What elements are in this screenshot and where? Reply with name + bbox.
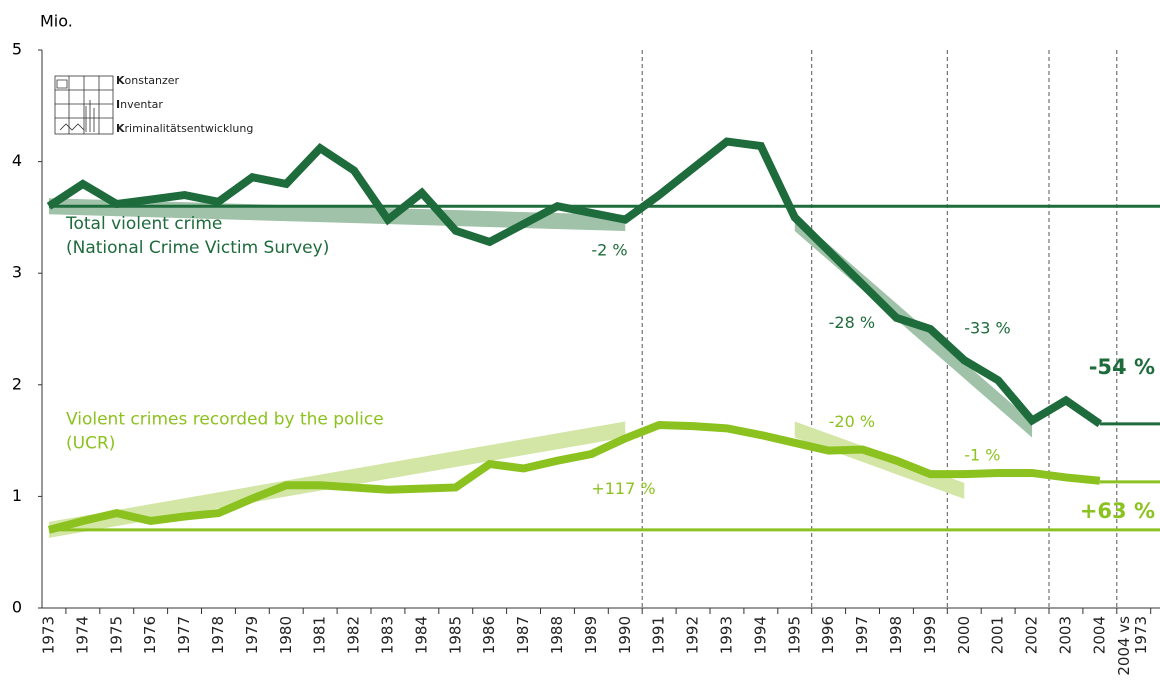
x-tick-label: 2004 vs 1973: [1114, 616, 1150, 676]
total-change: +63 %: [1080, 499, 1155, 523]
total-change: -54 %: [1089, 355, 1155, 379]
x-tick-label: 1994: [751, 616, 769, 654]
x-tick-label: 1980: [277, 616, 295, 654]
y-tick-label: 0: [12, 598, 22, 617]
x-tick-label: 2003: [1056, 616, 1074, 654]
x-tick-label: 1976: [141, 616, 159, 654]
x-tick-label: 2004: [1090, 616, 1108, 654]
y-tick-label: 4: [12, 151, 22, 170]
x-tick-label: 1979: [243, 616, 261, 654]
x-tick-label: 1977: [175, 616, 193, 654]
series-label: (UCR): [66, 433, 115, 453]
trend-band: [48, 421, 626, 538]
x-tick-label: 1998: [887, 616, 905, 654]
x-tick-label: 2001: [989, 616, 1007, 654]
x-tick-label: 1973: [39, 616, 57, 654]
logo-text: Konstanzer: [116, 74, 180, 87]
series-line: [46, 137, 1103, 428]
x-tick-label: 1974: [73, 616, 91, 654]
series-label: Total violent crime: [65, 214, 222, 234]
trend-band: [794, 421, 965, 499]
x-tick-label: 1981: [311, 616, 329, 654]
y-tick-label: 2: [12, 374, 22, 393]
annotation: -1 %: [964, 446, 1000, 465]
x-tick-label: 1996: [819, 616, 837, 654]
x-tick-label: 1991: [650, 616, 668, 654]
y-axis-label: Mio.: [40, 12, 73, 31]
x-tick-label: 1985: [446, 616, 464, 654]
series-label: Violent crimes recorded by the police: [66, 409, 384, 429]
x-tick-label: 1978: [209, 616, 227, 654]
x-tick-label: 1975: [107, 616, 125, 654]
x-tick-label: 1993: [717, 616, 735, 654]
series-line: [47, 420, 1101, 534]
annotation: -28 %: [829, 313, 875, 332]
y-tick-label: 1: [12, 486, 22, 505]
x-tick-label: 1992: [684, 616, 702, 654]
x-tick-label: 1984: [412, 616, 430, 654]
x-tick-label: 1990: [616, 616, 634, 654]
logo-text: Inventar: [116, 98, 163, 111]
annotation: +117 %: [591, 479, 655, 498]
x-tick-label: 1999: [921, 616, 939, 654]
y-tick-label: 3: [12, 263, 22, 282]
x-tick-label: 2002: [1023, 616, 1041, 654]
x-tick-label: 2000: [955, 616, 973, 654]
x-tick-label: 1987: [514, 616, 532, 654]
x-tick-label: 1983: [378, 616, 396, 654]
x-tick-label: 1989: [582, 616, 600, 654]
x-tick-label: 1982: [345, 616, 363, 654]
logo-icon: [54, 75, 114, 135]
logo-text: Kriminalitätsentwicklung: [116, 122, 254, 135]
x-tick-label: 1997: [853, 616, 871, 654]
annotation: -20 %: [829, 412, 875, 431]
x-tick-label: 1995: [785, 616, 803, 654]
y-tick-label: 5: [12, 40, 22, 59]
annotation: -2 %: [591, 240, 627, 259]
annotation: -33 %: [964, 319, 1010, 338]
series-label: (National Crime Victim Survey): [66, 238, 329, 258]
x-tick-label: 1986: [480, 616, 498, 654]
x-tick-label: 1988: [548, 616, 566, 654]
